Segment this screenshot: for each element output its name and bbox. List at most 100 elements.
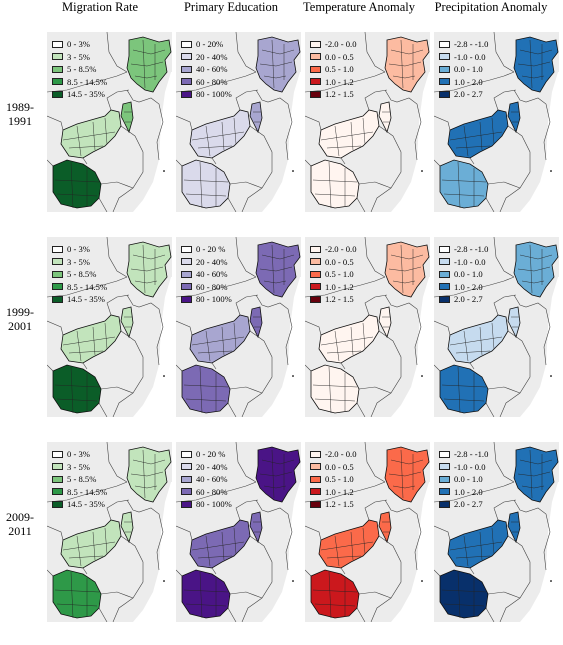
legend: 0 - 3% 3 - 5% 5 - 8.5% 8.5 - 14.5% 14.5 - 35… (52, 38, 107, 101)
row-label-start: 1999- (6, 305, 34, 319)
region-malawi (249, 306, 263, 339)
legend-entry: 80 - 100% (181, 88, 232, 101)
legend-swatch (310, 53, 321, 61)
legend-swatch (52, 450, 63, 458)
legend-label: -2.8 - -1.0 (454, 244, 489, 255)
legend-swatch (439, 65, 450, 73)
district-border (400, 39, 404, 89)
legend-label: 0 - 20 % (196, 244, 226, 255)
legend-label: 1.0 - 1.2 (325, 486, 354, 497)
legend-swatch (310, 283, 321, 291)
column-title-education: Primary Education (183, 0, 279, 14)
region-kenya (126, 36, 172, 93)
ocean-area (391, 482, 430, 622)
district-border (185, 193, 227, 197)
region-botswana (439, 159, 489, 209)
country-border (364, 499, 388, 521)
legend-entry: 0 - 20% (181, 38, 232, 51)
country-border (493, 32, 515, 73)
country-border (235, 237, 257, 278)
district-border (388, 266, 422, 272)
region-kenya (513, 36, 559, 93)
legend-entry: 20 - 40% (181, 461, 232, 474)
district-border (390, 254, 424, 260)
ocean-area (391, 277, 430, 417)
legend: 0 - 20 % 20 - 40% 40 - 60% 60 - 80% 80 - 100… (181, 448, 232, 511)
legend-label: -2.8 - -1.0 (454, 39, 489, 50)
country-border (384, 499, 422, 571)
legend-swatch (52, 258, 63, 266)
country-border (47, 364, 54, 372)
country-border (176, 71, 257, 93)
ocean-area (391, 72, 430, 212)
country-border (305, 364, 312, 372)
country-border (356, 197, 366, 212)
legend-entry: 1.0 - 2.0 (439, 281, 488, 294)
country-border (485, 402, 495, 417)
region-botswana (439, 569, 489, 619)
country-border (487, 386, 521, 394)
district-border (191, 541, 245, 551)
district-border (491, 527, 495, 555)
district-border (183, 384, 229, 388)
legend-label: 3 - 5% (67, 256, 90, 267)
region-malawi (249, 101, 263, 134)
legend-entry: -2.0 - 0.0 (310, 38, 357, 51)
legend: -2.0 - 0.0 0.0 - 0.5 0.5 - 1.0 1.0 - 1.2 1.2… (310, 38, 357, 101)
district-border (130, 266, 164, 272)
district-border (68, 350, 104, 354)
country-border (493, 294, 517, 316)
district-border (76, 125, 82, 157)
country-border (176, 276, 257, 298)
district-border (104, 527, 108, 555)
legend-swatch (181, 40, 192, 48)
legend-label: 20 - 40% (196, 51, 228, 62)
map-svg (176, 442, 301, 622)
legend-label: 0 - 3% (67, 39, 90, 50)
district-border (259, 471, 293, 477)
district-border (263, 485, 287, 489)
map-panel-migration-row3: 0 - 3% 3 - 5% 5 - 8.5% 8.5 - 14.5% 14.5 - 35… (47, 442, 172, 622)
district-border (271, 244, 275, 294)
legend: -2.8 - -1.0 -1.0 - 0.0 0.0 - 1.0 1.0 - 2.0 2… (439, 38, 488, 101)
country-border (364, 442, 386, 483)
ocean-area (262, 72, 301, 212)
region-malawi (507, 101, 521, 134)
region-zambia (318, 109, 380, 159)
legend-swatch (181, 450, 192, 458)
legend-label: 0.0 - 0.5 (325, 51, 354, 62)
map-panel-education-row2: 0 - 20 % 20 - 40% 40 - 60% 60 - 80% 80 - 100… (176, 237, 301, 417)
country-border (364, 237, 386, 278)
district-border (388, 61, 422, 67)
district-border (233, 322, 237, 350)
legend-entry: 0 - 3% (52, 243, 107, 256)
country-border (434, 525, 451, 541)
legend-label: 0.5 - 1.0 (325, 269, 354, 280)
map-svg (176, 237, 301, 417)
row-label-start: 2009- (6, 510, 34, 524)
country-border (513, 89, 551, 161)
legend-entry: 60 - 80% (181, 281, 232, 294)
district-border (521, 280, 545, 284)
district-border (320, 541, 374, 551)
district-border (54, 179, 100, 183)
island-marker (163, 375, 165, 377)
district-border (314, 193, 356, 197)
legend-label: 60 - 80% (196, 486, 228, 497)
district-border (92, 326, 96, 356)
ocean-area (133, 482, 172, 622)
legend-entry: 0 - 3% (52, 38, 107, 51)
country-border (487, 181, 521, 189)
district-border (221, 531, 225, 561)
district-border (185, 603, 227, 607)
district-border (457, 571, 461, 619)
legend-label: 14.5 - 35% (67, 499, 105, 510)
legend-swatch (310, 295, 321, 303)
region-kenya (255, 446, 301, 503)
row-label-2: 1999- 2001 (0, 305, 40, 333)
legend-swatch (52, 245, 63, 253)
legend-entry: -2.0 - 0.0 (310, 448, 357, 461)
map-svg (305, 32, 430, 212)
legend-swatch (52, 488, 63, 496)
country-border (176, 481, 257, 503)
